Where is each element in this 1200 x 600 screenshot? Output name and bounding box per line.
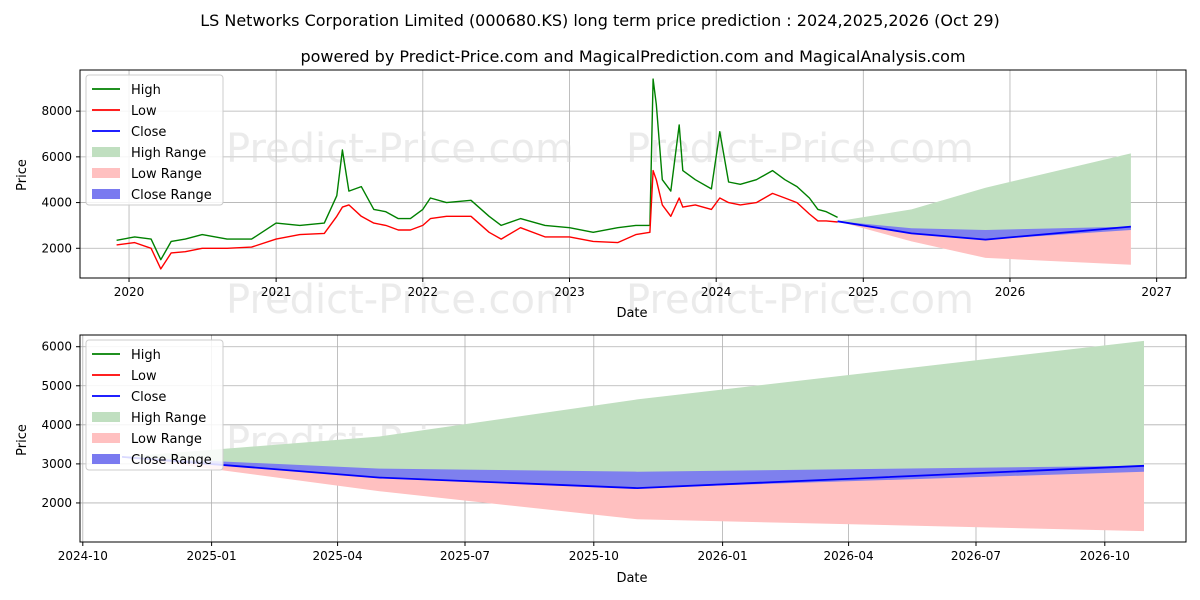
x-tick-label: 2025-01 <box>187 549 237 563</box>
x-tick-label: 2026-04 <box>824 549 874 563</box>
y-tick-label: 4000 <box>41 196 72 210</box>
y-tick-label: 2000 <box>41 241 72 255</box>
high-range-band <box>122 340 1144 489</box>
watermark-text: Predict-Price.com <box>226 126 574 172</box>
x-axis-label: Date <box>616 306 647 321</box>
panel-forecast-frame <box>79 334 1187 543</box>
close-range-band <box>837 221 1131 240</box>
y-tick-label: 2000 <box>41 496 72 510</box>
x-tick-label: 2025 <box>848 285 879 299</box>
legend-label: Low Range <box>131 432 202 447</box>
low-range-legend-swatch <box>92 433 120 443</box>
panel-long-term: Predict-Price.com Predict-Price.com Pred… <box>15 69 1187 323</box>
y-tick-label: 3000 <box>41 457 72 471</box>
high-range-legend-swatch <box>92 412 120 422</box>
panel-long-term-frame <box>79 69 1187 279</box>
x-tick-label: 2023 <box>554 285 585 299</box>
x-tick-label: 2026-01 <box>698 549 748 563</box>
close-range-legend-swatch <box>92 454 120 464</box>
legend-label: Low <box>131 104 157 119</box>
legend-label: Close <box>131 390 166 405</box>
high-series-line <box>116 78 838 261</box>
chart-title: LS Networks Corporation Limited (000680.… <box>200 11 1000 30</box>
y-tick-label: 6000 <box>41 150 72 164</box>
x-tick-label: 2026-07 <box>951 549 1001 563</box>
x-tick-label: 2024-10 <box>58 549 108 563</box>
legend-label: High Range <box>131 411 206 426</box>
y-tick-label: 4000 <box>41 418 72 432</box>
close-range-band <box>122 456 1144 489</box>
legend: High Low Close High Range Low Range Close Ran… <box>85 339 224 471</box>
panel-forecast-zoom: Predict-Price.com Predict-Price.com 2024… <box>15 334 1187 586</box>
low-series-line <box>116 169 838 270</box>
x-tick-label: 2027 <box>1141 285 1172 299</box>
panel-forecast-ticks: 2024-10 2025-01 2025-04 2025-07 2025-10 2026-… <box>41 340 1129 563</box>
watermark-text: Predict-Price.com <box>626 126 974 172</box>
legend-label: High <box>131 348 161 363</box>
high-range-band <box>837 153 1131 240</box>
y-tick-label: 6000 <box>41 340 72 354</box>
legend-label: Low Range <box>131 167 202 182</box>
low-range-band <box>837 221 1131 265</box>
y-axis-label: Price <box>15 159 30 191</box>
panel-forecast-series <box>121 340 1145 532</box>
chart-subtitle: powered by Predict-Price.com and Magical… <box>300 47 965 66</box>
legend-label: Close <box>131 125 166 140</box>
x-tick-label: 2026 <box>995 285 1026 299</box>
x-tick-label: 2025-10 <box>569 549 619 563</box>
legend-label: High Range <box>131 146 206 161</box>
x-tick-label: 2021 <box>261 285 292 299</box>
close-forecast-line <box>837 220 1131 241</box>
watermark-text: Predict-Price.com <box>226 277 574 323</box>
y-tick-label: 8000 <box>41 104 72 118</box>
legend-box <box>85 74 224 206</box>
legend-box <box>85 339 224 471</box>
legend-label: Close Range <box>131 188 212 203</box>
x-tick-label: 2025-04 <box>313 549 363 563</box>
y-tick-label: 5000 <box>41 379 72 393</box>
close-range-legend-swatch <box>92 189 120 199</box>
x-tick-label: 2025-07 <box>440 549 490 563</box>
x-tick-label: 2020 <box>114 285 145 299</box>
x-tick-label: 2026-10 <box>1080 549 1130 563</box>
watermark-text: Predict-Price.com <box>626 277 974 323</box>
legend-label: Close Range <box>131 453 212 468</box>
legend: High Low Close High Range Low Range Close Ran… <box>85 74 224 206</box>
high-range-legend-swatch <box>92 147 120 157</box>
x-tick-label: 2022 <box>408 285 439 299</box>
low-range-band <box>122 456 1144 532</box>
x-tick-label: 2024 <box>701 285 732 299</box>
y-axis-label: Price <box>15 424 30 456</box>
low-range-legend-swatch <box>92 168 120 178</box>
panel-long-term-series <box>116 78 1131 270</box>
panel-long-term-ticks: 2020 2021 2022 2023 2024 2025 2026 2027 2000 4000… <box>41 104 1171 299</box>
x-axis-label: Date <box>616 571 647 586</box>
legend-label: High <box>131 83 161 98</box>
legend-label: Low <box>131 369 157 384</box>
close-forecast-line <box>121 456 1145 490</box>
